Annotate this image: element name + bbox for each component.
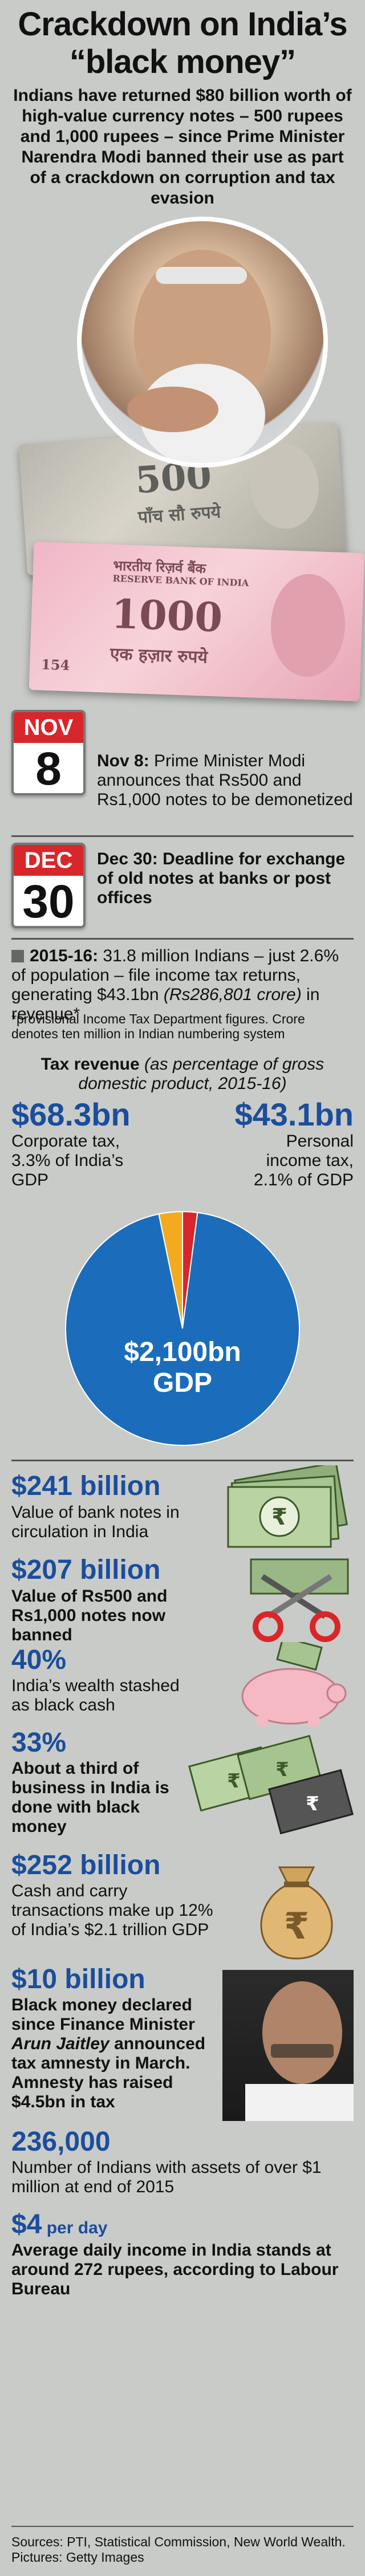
banknote-1000: भारतीय रिज़र्व बैंक RESERVE BANK OF INDI… — [29, 541, 365, 702]
note-1000-serial: 154 — [40, 656, 70, 674]
fact-value: $241 billion — [11, 1471, 161, 1501]
fact-value: $4 per day — [11, 2209, 107, 2244]
modi-portrait — [77, 217, 328, 468]
corporate-tax-label: Corporate tax, 3.3% of India’s GDP — [11, 1132, 124, 1189]
rupee-icon: ₹ — [227, 1770, 241, 1793]
personal-tax-value: $43.1bn — [234, 1096, 354, 1132]
fact-value: $10 billion — [11, 1964, 145, 1994]
sources-credit: Sources: PTI, Statistical Commission, Ne… — [11, 2534, 346, 2565]
fact-value-suffix: per day — [42, 2219, 108, 2237]
portrait-illustration-icon — [127, 250, 271, 463]
fact-value: $252 billion — [11, 1850, 161, 1880]
fact-text: About a third of business in India is do… — [11, 1759, 169, 1836]
tax-title-italic: (as percentage of gross domestic product… — [78, 1055, 325, 1093]
intro-text: Indians have returned $80 billion worth … — [13, 86, 352, 208]
fact-text: Cash and carry transactions make up 12% … — [11, 1882, 213, 1939]
money-bills-icon: ₹ ₹ ₹ — [188, 1734, 354, 1835]
fact-text-a: Black money declared since Finance Minis… — [11, 1996, 195, 2034]
event-nov-text: Prime Minister Modi announces that Rs500… — [97, 751, 353, 809]
divider — [11, 835, 354, 837]
tax-filing-stat: 2015-16: 31.8 million Indians – just 2.6… — [11, 946, 354, 1024]
fact-text: Black money declared since Finance Minis… — [11, 1996, 217, 2112]
calendar-day: 30 — [22, 876, 75, 928]
bullet-square-icon — [11, 950, 24, 962]
event-nov-8: Nov 8: Prime Minister Modi announces tha… — [97, 751, 354, 810]
gandhi-portrait-icon — [269, 572, 347, 678]
event-nov-lead: Nov 8: — [97, 751, 149, 770]
filing-text-italic: (Rs286,801 crore) — [163, 985, 302, 1004]
jaitley-photo — [222, 1970, 354, 2121]
divider — [11, 2526, 354, 2527]
money-bag-icon: ₹ — [260, 1866, 333, 1960]
fact-text-italic: Arun Jaitley — [11, 2034, 110, 2053]
rupee-icon: ₹ — [275, 1758, 289, 1781]
divider — [11, 1460, 354, 1461]
fact-text: Average daily income in India stands at … — [11, 2241, 339, 2298]
fact-value-number: $4 — [11, 2209, 42, 2240]
rupee-icon: ₹ — [284, 1905, 310, 1948]
rupee-icon: ₹ — [306, 1793, 319, 1815]
fact-text: Number of Indians with assets of over $1… — [11, 2158, 322, 2196]
pie-slice-gdp — [65, 1212, 300, 1446]
gdp-text: GDP — [152, 1368, 212, 1398]
filing-footnote: *provisional Income Tax Department figur… — [11, 1011, 305, 1041]
divider — [11, 938, 354, 940]
calendar-day: 8 — [35, 743, 62, 795]
title-line-2: “black money” — [69, 43, 296, 80]
gandhi-watermark-icon — [247, 441, 322, 531]
calendar-month: DEC — [14, 845, 83, 876]
tax-revenue-pie-chart — [65, 1210, 300, 1446]
fact-value: 33% — [11, 1728, 67, 1758]
jaitley-portrait-icon — [245, 1981, 354, 2121]
personal-tax-label: Personal income tax, 2.1% of GDP — [253, 1132, 354, 1189]
calendar-month: NOV — [14, 712, 83, 743]
note-500-text: पाँच सौ रुपये — [137, 502, 222, 528]
fact-value: $207 billion — [11, 1555, 161, 1585]
gdp-value: $2,100bn — [124, 1337, 241, 1367]
filing-text-1: 31.8 million Indians – just 2.6% of popu… — [11, 946, 339, 1004]
note-1000-numeral: 1000 — [110, 590, 224, 641]
fact-value: 40% — [11, 1645, 67, 1675]
piggy-bank-icon — [241, 1642, 347, 1726]
scissors-icon — [250, 1558, 349, 1642]
calendar-icon-dec: DEC 30 — [11, 843, 86, 928]
event-dec-30: Dec 30: Deadline for exchange of old not… — [97, 850, 346, 907]
banknote-stack-icon: ₹ — [227, 1465, 348, 1548]
note-1000-text: एक हज़ार रुपये — [110, 644, 208, 668]
fact-text: Value of bank notes in circulation in In… — [11, 1503, 180, 1541]
tax-revenue-title: Tax revenue (as percentage of gross dome… — [11, 1055, 354, 1094]
tax-title-bold: Tax revenue — [40, 1055, 140, 1074]
fact-value: 236,000 — [11, 2127, 111, 2157]
filing-text-2: in revenue* — [11, 985, 320, 1023]
title-line-1: Crackdown on India’s — [18, 6, 347, 43]
note-1000-header-en: RESERVE BANK OF INDIA — [112, 572, 249, 589]
fact-text: India’s wealth stashed as black cash — [11, 1676, 180, 1714]
fact-text-b: announced tax amnesty in March. Amnesty … — [11, 2034, 206, 2111]
fact-text: Value of Rs500 and Rs1,000 notes now ban… — [11, 1587, 168, 1644]
corporate-tax-value: $68.3bn — [11, 1096, 131, 1132]
rupee-icon: ₹ — [271, 1504, 287, 1530]
pie-gdp-label: $2,100bn GDP — [97, 1337, 268, 1399]
filing-year: 2015-16: — [30, 946, 99, 965]
page-title: Crackdown on India’s “black money” — [0, 6, 365, 81]
calendar-icon-nov: NOV 8 — [11, 710, 86, 795]
